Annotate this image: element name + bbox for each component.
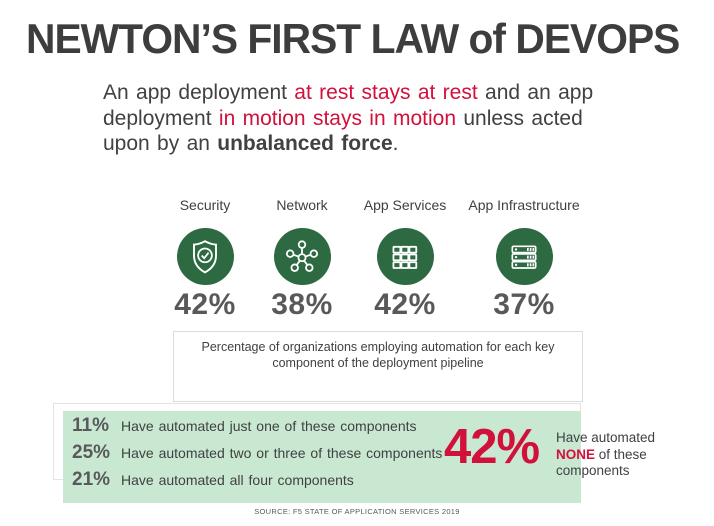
summary-row: 21% Have automated all four components (72, 466, 442, 493)
summary-row: 11% Have automated just one of these comp… (72, 412, 442, 439)
metric-column: App Services 42% (343, 197, 467, 322)
text-segment: NONE (556, 446, 596, 462)
metric-column: Security 42% (149, 197, 261, 322)
summary-rows: 11% Have automated just one of these comp… (72, 412, 442, 493)
metric-label: App Services (363, 197, 447, 213)
text-segment: unbalanced force (217, 132, 393, 155)
server-stack-icon (495, 228, 553, 285)
statement-text: An app deployment at rest stays at rest … (103, 80, 633, 157)
metrics-caption: Percentage of organizations employing au… (201, 340, 555, 370)
text-segment: An app deployment (103, 81, 295, 104)
text-segment: deployment (103, 106, 219, 130)
text-segment: unless acted (456, 106, 583, 130)
metric-label: Network (276, 197, 328, 213)
highlight-text: Have automated NONE of these components (556, 430, 686, 480)
text-segment: components (556, 463, 630, 478)
summary-row-value: 25% (72, 441, 111, 463)
app-grid-icon (376, 228, 434, 285)
shield-check-icon (176, 228, 234, 285)
metric-label: Security (179, 197, 231, 213)
summary-row: 25% Have automated two or three of these … (72, 439, 442, 466)
metric-column: App Infrastructure 37% (449, 197, 599, 322)
page-title: NEWTON’S FIRST LAW of DEVOPS (26, 15, 680, 62)
summary-row-text: Have automated just one of these compone… (121, 417, 417, 434)
text-segment: at rest stays at rest (294, 81, 478, 104)
text-segment: upon by an (103, 132, 218, 155)
summary-row-text: Have automated two or three of these com… (121, 444, 443, 461)
text-segment: of these (595, 446, 647, 462)
metric-value: 37% (493, 288, 555, 321)
summary-row-text: Have automated all four components (121, 471, 354, 488)
metric-label: App Infrastructure (468, 197, 580, 213)
summary-panel: 11% Have automated just one of these comp… (63, 411, 655, 503)
text-segment: and an app (477, 81, 594, 104)
metric-column: Network 38% (246, 197, 358, 322)
summary-row-value: 21% (72, 468, 111, 490)
network-hub-icon (273, 228, 331, 285)
metric-value: 38% (271, 288, 333, 321)
summary-row-value: 11% (72, 414, 109, 436)
text-segment: in motion stays in motion (218, 106, 457, 130)
source-note: SOURCE: F5 STATE OF APPLICATION SERVICES… (254, 507, 460, 516)
text-segment: Have automated (556, 430, 656, 445)
metric-value: 42% (174, 288, 236, 321)
metric-value: 42% (374, 288, 436, 321)
highlight-value: 42% (444, 420, 540, 474)
text-segment: . (392, 132, 399, 155)
caption-box: Percentage of organizations employing au… (173, 331, 583, 402)
